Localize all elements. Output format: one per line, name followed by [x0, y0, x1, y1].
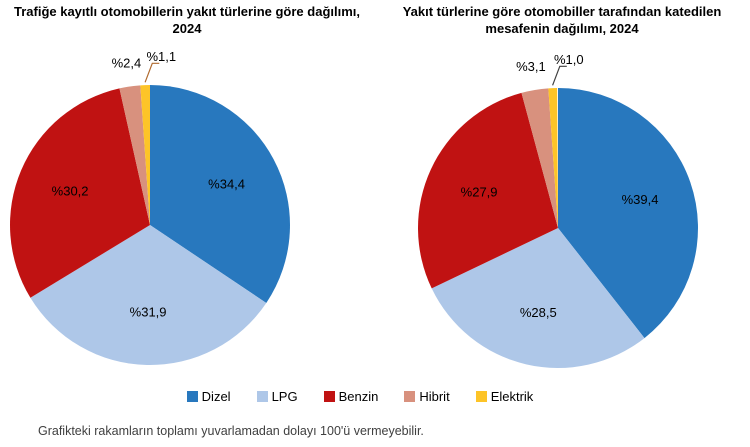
pie-slice-lpg: [30, 225, 267, 365]
legend-label-benzin: Benzin: [338, 389, 379, 404]
pie-slice-dizel: [150, 85, 290, 303]
pie-slice-elektrik: [140, 84, 150, 225]
legend-item-lpg: LPG: [256, 389, 298, 404]
pie-chart-distance-travelled: %39,4 %28,5 %27,9 %3,1 %1,0: [418, 52, 698, 368]
legend-item-hibrit: Hibrit: [404, 389, 450, 404]
pie-slice-lpg: [431, 228, 645, 368]
slice-label-elektrik: %1,0: [554, 52, 584, 67]
legend-swatch-benzin: [323, 391, 335, 402]
slice-label-benzin: %30,2: [52, 184, 89, 199]
legend-swatch-lpg: [256, 391, 268, 402]
legend-swatch-elektrik: [475, 391, 487, 402]
slice-label-benzin: %27,9: [461, 184, 498, 199]
legend-label-lpg: LPG: [271, 389, 298, 404]
pie-slice-hibrit: [119, 85, 150, 225]
slice-label-hibrit: %3,1: [516, 59, 546, 74]
chart-title-left: Trafiğe kayıtlı otomobillerin yakıt türl…: [13, 4, 361, 36]
slice-label-dizel: %39,4: [622, 192, 659, 207]
legend-label-elektrik: Elektrik: [490, 389, 534, 404]
legend-item-benzin: Benzin: [323, 389, 379, 404]
legend-label-hibrit: Hibrit: [419, 389, 450, 404]
pie-slice-dizel: [558, 88, 698, 339]
slice-label-lpg: %28,5: [520, 305, 557, 320]
pie-slice-elektrik: [548, 88, 558, 228]
pie-slice-hibrit: [521, 88, 558, 228]
pie-slice-benzin: [10, 88, 151, 298]
pie-chart-registered-cars: %34,4 %31,9 %30,2 %2,4 %1,1: [10, 49, 290, 365]
label-leader-line: [552, 65, 567, 86]
label-leader-line: [144, 62, 160, 83]
chart-title-right: Yakıt türlerine göre otomobiller tarafın…: [402, 4, 722, 36]
legend: Dizel LPG Benzin Hibrit Elektrik: [0, 389, 720, 404]
legend-swatch-dizel: [186, 391, 198, 402]
slice-label-lpg: %31,9: [130, 304, 167, 319]
slice-label-dizel: %34,4: [208, 177, 245, 192]
legend-item-dizel: Dizel: [186, 389, 231, 404]
pie-slice-benzin: [418, 92, 558, 289]
footnote: Grafikteki rakamların toplamı yuvarlamad…: [38, 424, 424, 438]
legend-label-dizel: Dizel: [201, 389, 231, 404]
legend-swatch-hibrit: [404, 391, 416, 402]
slice-label-hibrit: %2,4: [112, 55, 142, 70]
legend-item-elektrik: Elektrik: [475, 389, 534, 404]
slice-label-elektrik: %1,1: [146, 49, 176, 64]
